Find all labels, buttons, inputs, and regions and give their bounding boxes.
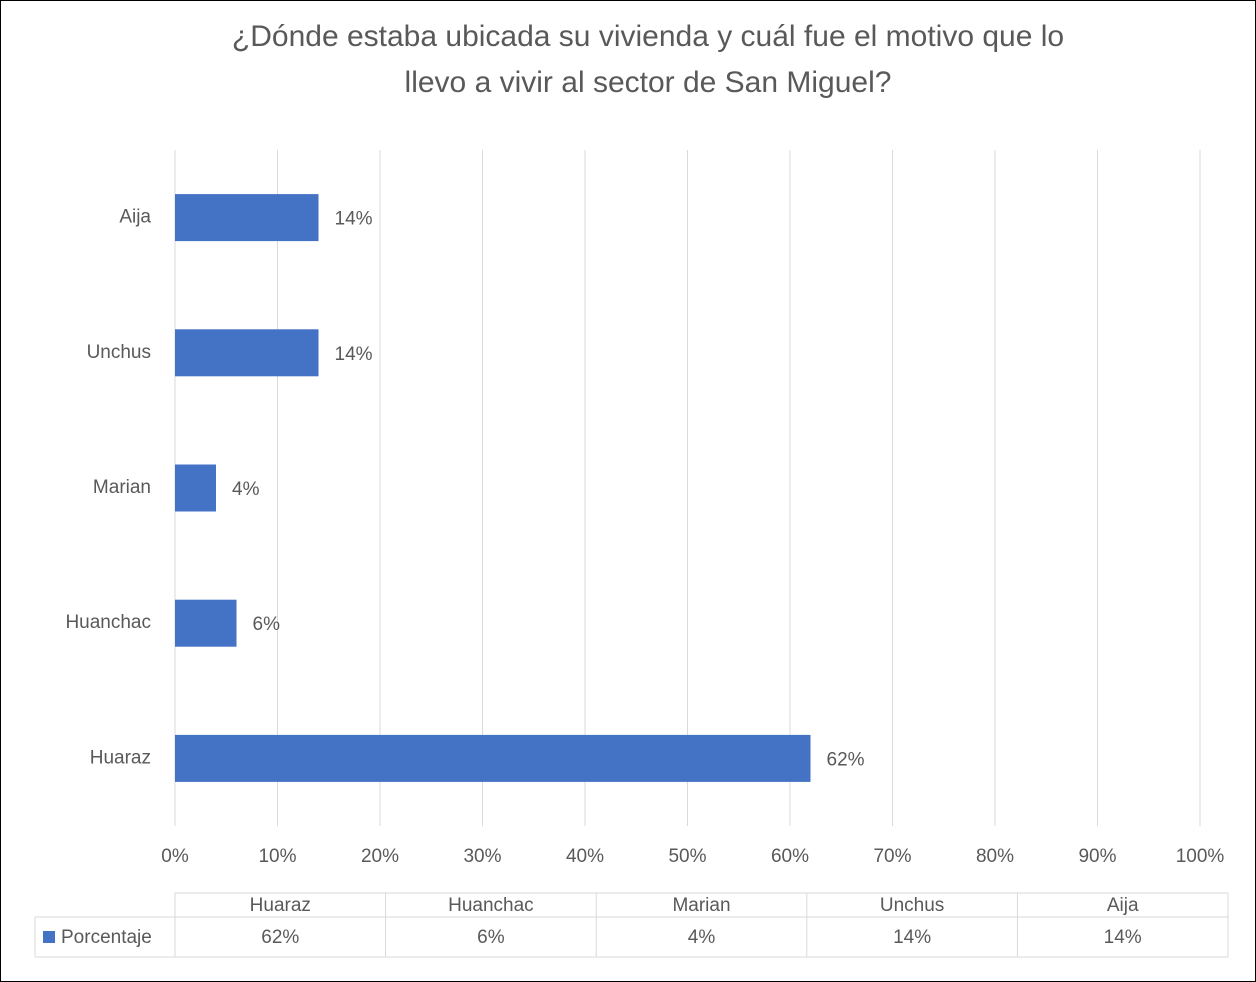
data-label: 14% [335,209,373,230]
y-tick-label: Marian [93,477,151,498]
data-label: 14% [335,344,373,365]
table-cell: 14% [1104,927,1142,948]
x-tick-label: 40% [566,846,604,867]
data-label: 62% [827,749,865,770]
bar [175,464,216,512]
table-header: Aija [1107,895,1139,916]
y-tick-label: Unchus [87,342,151,363]
data-label: 6% [253,614,281,635]
x-tick-label: 100% [1176,846,1225,867]
y-tick-label: Aija [119,207,151,228]
table-cell: 6% [477,927,505,948]
y-tick-label: Huanchac [65,612,151,633]
x-tick-label: 30% [463,846,501,867]
table-header: Huanchac [448,895,534,916]
chart-title: ¿Dónde estaba ubicada su vivienda y cuál… [232,20,1064,53]
x-tick-label: 50% [668,846,706,867]
table-header: Marian [672,895,730,916]
x-tick-label: 0% [161,846,189,867]
table-header: Unchus [880,895,944,916]
table-cell: 4% [688,927,716,948]
table-cell: 14% [893,927,931,948]
chart-title: llevo a vivir al sector de San Miguel? [405,66,892,99]
x-tick-label: 10% [258,846,296,867]
x-tick-label: 60% [771,846,809,867]
x-tick-label: 20% [361,846,399,867]
x-tick-label: 70% [873,846,911,867]
data-label: 4% [232,479,260,500]
x-tick-label: 90% [1078,846,1116,867]
table-header: Huaraz [250,895,311,916]
bar [175,329,319,377]
legend-swatch [43,931,55,943]
bar [175,194,319,242]
table-cell: 62% [261,927,299,948]
legend-label: Porcentaje [61,927,152,948]
y-tick-label: Huaraz [90,747,151,768]
bar [175,734,811,782]
x-tick-label: 80% [976,846,1014,867]
bar [175,599,237,647]
